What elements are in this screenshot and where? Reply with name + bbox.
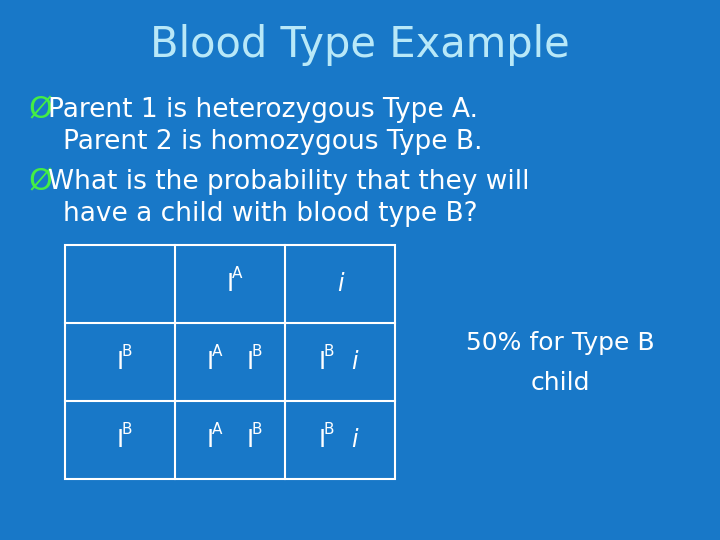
Text: I: I	[246, 350, 253, 374]
Text: i: i	[337, 272, 343, 296]
Text: i: i	[351, 350, 357, 374]
Text: A: A	[232, 267, 242, 281]
Text: I: I	[207, 350, 214, 374]
Text: Parent 2 is homozygous Type B.: Parent 2 is homozygous Type B.	[63, 129, 482, 155]
Text: Blood Type Example: Blood Type Example	[150, 24, 570, 66]
Text: B: B	[122, 422, 132, 437]
Text: Parent 1 is heterozygous Type A.: Parent 1 is heterozygous Type A.	[48, 97, 478, 123]
Text: 50% for Type B: 50% for Type B	[466, 331, 654, 355]
Text: Ø: Ø	[28, 96, 52, 125]
Text: I: I	[246, 428, 253, 452]
Text: B: B	[252, 422, 262, 437]
Text: I: I	[207, 428, 214, 452]
Text: B: B	[122, 345, 132, 360]
Text: child: child	[530, 371, 590, 395]
Text: I: I	[117, 350, 124, 374]
Text: B: B	[324, 345, 334, 360]
Text: I: I	[226, 272, 233, 296]
Text: I: I	[318, 350, 325, 374]
Text: A: A	[212, 345, 222, 360]
Bar	[65, 245, 395, 479]
Text: B: B	[252, 345, 262, 360]
Text: i: i	[351, 428, 357, 452]
Text: A: A	[212, 422, 222, 437]
Text: What is the probability that they will: What is the probability that they will	[48, 169, 529, 195]
Text: Ø: Ø	[28, 167, 52, 197]
Text: I: I	[117, 428, 124, 452]
Text: have a child with blood type B?: have a child with blood type B?	[63, 201, 477, 227]
Text: I: I	[318, 428, 325, 452]
Text: B: B	[324, 422, 334, 437]
